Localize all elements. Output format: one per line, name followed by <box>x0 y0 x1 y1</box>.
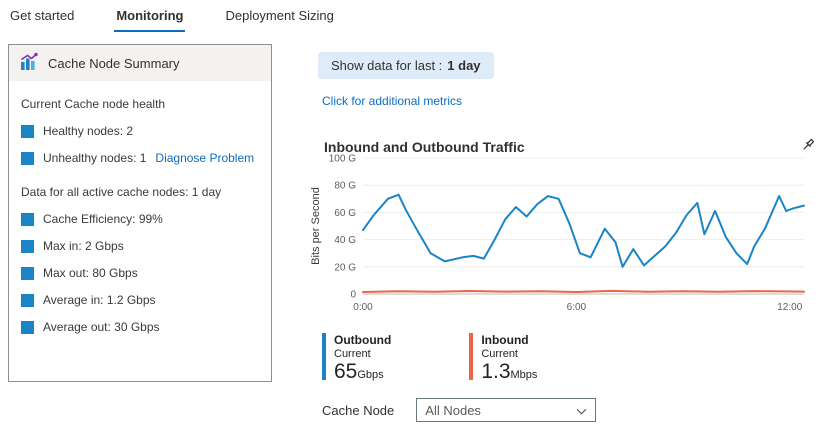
outbound-legend-sublabel: Current <box>334 348 371 360</box>
inbound-legend-name: Inbound <box>481 333 529 347</box>
cache-efficiency-row: Cache Efficiency: 99% <box>21 212 259 226</box>
average-out-label: Average out: 30 Gbps <box>43 320 160 334</box>
svg-text:80 G: 80 G <box>334 181 356 192</box>
inbound-legend-value: 1.3Mbps <box>481 360 538 383</box>
healthy-nodes-label: Healthy nodes: 2 <box>43 124 134 138</box>
legend-item-outbound: Outbound Current 65Gbps <box>322 333 391 382</box>
svg-text:0: 0 <box>350 290 356 301</box>
show-data-range-label: Show data for last : <box>331 58 443 73</box>
unhealthy-nodes-icon <box>21 151 34 165</box>
max-in-row: Max in: 2 Gbps <box>21 239 259 253</box>
tab-deployment-sizing[interactable]: Deployment Sizing <box>225 8 334 23</box>
tab-get-started[interactable]: Get started <box>10 8 75 23</box>
card-title: Cache Node Summary <box>48 55 180 71</box>
cache-node-summary-card: Cache Node Summary Current Cache node he… <box>8 44 272 382</box>
svg-text:60 G: 60 G <box>334 208 356 219</box>
show-data-range-value: 1 day <box>447 58 481 73</box>
pin-to-dashboard-button[interactable] <box>798 136 818 156</box>
diagnose-problem-link[interactable]: Diagnose Problem <box>155 151 255 165</box>
legend-item-inbound: Inbound Current 1.3Mbps <box>469 333 537 382</box>
chevron-down-icon <box>576 403 587 418</box>
tab-monitoring[interactable]: Monitoring <box>114 4 186 32</box>
cache-summary-chart-icon <box>19 52 39 75</box>
tab-bar: Get started Monitoring Deployment Sizing <box>8 4 336 32</box>
inbound-legend-unit: Mbps <box>510 369 538 381</box>
pin-icon <box>800 138 816 156</box>
max-out-label: Max out: 80 Gbps <box>43 266 138 280</box>
outbound-legend-unit: Gbps <box>357 369 384 381</box>
average-in-row: Average in: 1.2 Gbps <box>21 293 259 307</box>
svg-text:12:00: 12:00 <box>777 302 802 313</box>
max-out-icon <box>21 266 34 280</box>
outbound-legend-value: 65Gbps <box>334 360 384 383</box>
inbound-legend-sublabel: Current <box>481 348 518 360</box>
outbound-legend-bar <box>322 333 326 380</box>
cache-efficiency-label: Cache Efficiency: 99% <box>43 212 163 226</box>
inbound-legend-bar <box>469 333 474 380</box>
max-in-icon <box>21 239 34 253</box>
average-in-label: Average in: 1.2 Gbps <box>43 293 156 307</box>
cache-node-dropdown[interactable]: All Nodes <box>416 398 597 422</box>
cache-node-summary-header: Cache Node Summary <box>9 45 271 81</box>
additional-metrics-link[interactable]: Click for additional metrics <box>322 94 463 108</box>
average-in-icon <box>21 293 34 307</box>
chart-title: Inbound and Outbound Traffic <box>324 139 525 155</box>
unhealthy-nodes-label: Unhealthy nodes: 1 <box>43 151 147 165</box>
max-in-label: Max in: 2 Gbps <box>43 239 124 253</box>
card-body: Current Cache node health Healthy nodes:… <box>9 81 271 357</box>
chart-legend: Outbound Current 65Gbps Inbound Current … <box>322 333 537 382</box>
health-section-title: Current Cache node health <box>21 97 166 111</box>
cache-node-dropdown-value: All Nodes <box>425 402 481 418</box>
traffic-line-chart: 0 20 G 40 G 60 G 80 G 100 G 0:00 6:00 12:00 Bits … <box>310 154 805 313</box>
unhealthy-nodes-row: Unhealthy nodes: 1 Diagnose Problem <box>21 151 259 165</box>
svg-text:6:00: 6:00 <box>567 302 587 313</box>
healthy-nodes-icon <box>21 124 34 138</box>
healthy-nodes-row: Healthy nodes: 2 <box>21 124 259 138</box>
svg-text:100 G: 100 G <box>329 154 356 165</box>
average-out-icon <box>21 320 34 334</box>
cache-node-selector-row: Cache Node All Nodes <box>322 398 597 422</box>
cache-node-label: Cache Node <box>322 402 395 418</box>
max-out-row: Max out: 80 Gbps <box>21 266 259 280</box>
svg-text:0:00: 0:00 <box>353 302 373 313</box>
show-data-range-pill[interactable]: Show data for last : 1 day <box>318 52 494 79</box>
svg-text:Bits per Second: Bits per Second <box>310 187 322 265</box>
svg-text:20 G: 20 G <box>334 262 356 273</box>
outbound-legend-name: Outbound <box>334 333 392 347</box>
average-out-row: Average out: 30 Gbps <box>21 320 259 334</box>
data-section-title: Data for all active cache nodes: 1 day <box>21 185 222 199</box>
cache-efficiency-icon <box>21 212 34 226</box>
svg-text:40 G: 40 G <box>334 235 356 246</box>
